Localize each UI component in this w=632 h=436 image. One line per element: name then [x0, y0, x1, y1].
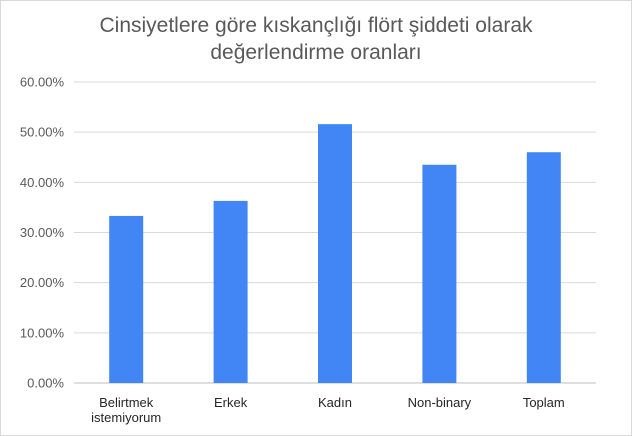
bar [213, 200, 248, 383]
x-category-label: Kadın [318, 395, 352, 410]
chart-title-line-1: Cinsiyetlere göre kıskançlığı flört şidd… [99, 14, 533, 37]
y-tick-label: 50.00% [20, 125, 65, 140]
x-category-label: istemiyorum [91, 410, 161, 425]
x-category-label: Erkek [214, 395, 248, 410]
bar [109, 215, 144, 383]
bar [526, 152, 561, 383]
bar [318, 124, 352, 383]
chart-title-line-2: değerlendirme oranları [210, 41, 422, 64]
y-tick-label: 30.00% [20, 225, 65, 240]
x-category-label: Non-binary [408, 395, 472, 410]
y-tick-label: 40.00% [20, 175, 65, 190]
chart-title: Cinsiyetlere göre kıskançlığı flört şidd… [20, 12, 612, 66]
y-tick-label: 10.00% [20, 325, 65, 340]
y-tick-label: 20.00% [20, 275, 65, 290]
y-tick-label: 0.00% [27, 376, 64, 391]
x-category-label: Belirtmek [99, 395, 154, 410]
y-tick-label: 60.00% [20, 75, 65, 90]
x-category-label: Toplam [523, 395, 565, 410]
bar [422, 164, 457, 383]
